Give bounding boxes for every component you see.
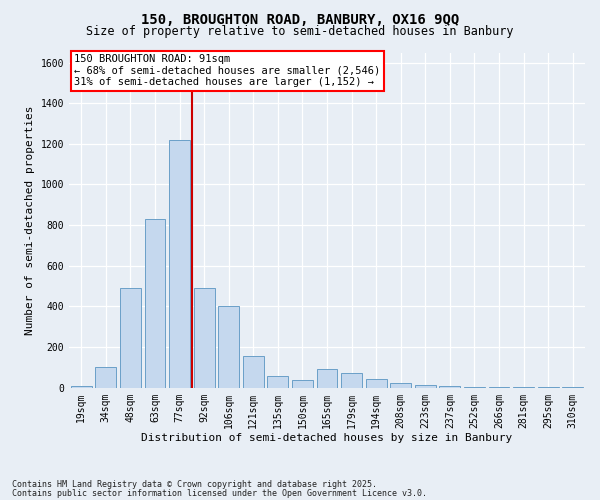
Text: Contains HM Land Registry data © Crown copyright and database right 2025.: Contains HM Land Registry data © Crown c… [12,480,377,489]
Bar [415,386,436,388]
Bar [95,367,116,388]
Bar [341,374,362,388]
Bar [243,356,264,388]
X-axis label: Distribution of semi-detached houses by size in Banbury: Distribution of semi-detached houses by … [142,433,512,443]
Text: Contains public sector information licensed under the Open Government Licence v3: Contains public sector information licen… [12,489,427,498]
Bar [464,387,485,388]
Bar [292,380,313,388]
Bar [145,219,166,388]
Text: Size of property relative to semi-detached houses in Banbury: Size of property relative to semi-detach… [86,25,514,38]
Bar [169,140,190,388]
Bar [268,376,289,388]
Text: 150, BROUGHTON ROAD, BANBURY, OX16 9QQ: 150, BROUGHTON ROAD, BANBURY, OX16 9QQ [141,12,459,26]
Bar [71,386,92,388]
Bar [218,306,239,388]
Bar [194,288,215,388]
Text: 150 BROUGHTON ROAD: 91sqm
← 68% of semi-detached houses are smaller (2,546)
31% : 150 BROUGHTON ROAD: 91sqm ← 68% of semi-… [74,54,380,88]
Y-axis label: Number of semi-detached properties: Number of semi-detached properties [25,106,35,335]
Bar [317,369,337,388]
Bar [439,386,460,388]
Bar [120,288,141,388]
Bar [390,384,411,388]
Bar [365,380,386,388]
